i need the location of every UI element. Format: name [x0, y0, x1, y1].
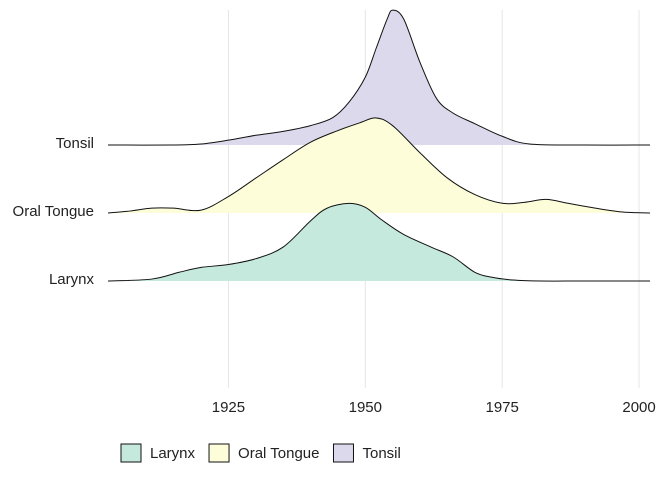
x-tick-label-1950: 1950 — [349, 399, 382, 416]
legend-item-oral-tongue: Oral Tongue — [208, 443, 319, 463]
y-label-larynx: Larynx — [49, 271, 95, 288]
legend-item-larynx: Larynx — [120, 443, 196, 463]
ridge-fill-oral-tongue — [108, 117, 650, 213]
ridge-larynx — [107, 202, 650, 282]
ridge-fill-larynx — [108, 203, 650, 282]
ridge-tonsil — [107, 9, 651, 146]
ridge-oral-tongue — [107, 117, 651, 214]
y-label-oral-tongue: Oral Tongue — [13, 203, 94, 220]
ridge-line-tonsil — [107, 9, 651, 146]
y-axis-labels: Larynx Oral Tongue Tonsil — [13, 135, 95, 288]
density-ridges — [107, 9, 651, 282]
x-tick-label-1925: 1925 — [212, 399, 245, 416]
y-label-tonsil: Tonsil — [56, 135, 94, 152]
ridge-fill-tonsil — [108, 10, 650, 146]
legend-item-tonsil: Tonsil — [332, 443, 401, 463]
legend-label-tonsil: Tonsil — [362, 445, 400, 462]
x-tick-label-2000: 2000 — [622, 399, 655, 416]
legend: Larynx Oral Tongue Tonsil — [120, 443, 401, 463]
legend-key-oral-tongue — [208, 443, 230, 463]
x-axis-tick-labels: 1925 1950 1975 2000 — [212, 399, 656, 416]
legend-key-tonsil — [332, 443, 354, 463]
legend-key-larynx — [120, 443, 142, 463]
legend-label-oral-tongue: Oral Tongue — [238, 445, 319, 462]
x-tick-label-1975: 1975 — [485, 399, 518, 416]
ridge-line-oral-tongue — [107, 117, 651, 214]
ridge-line-larynx — [107, 202, 650, 282]
legend-label-larynx: Larynx — [150, 445, 196, 462]
